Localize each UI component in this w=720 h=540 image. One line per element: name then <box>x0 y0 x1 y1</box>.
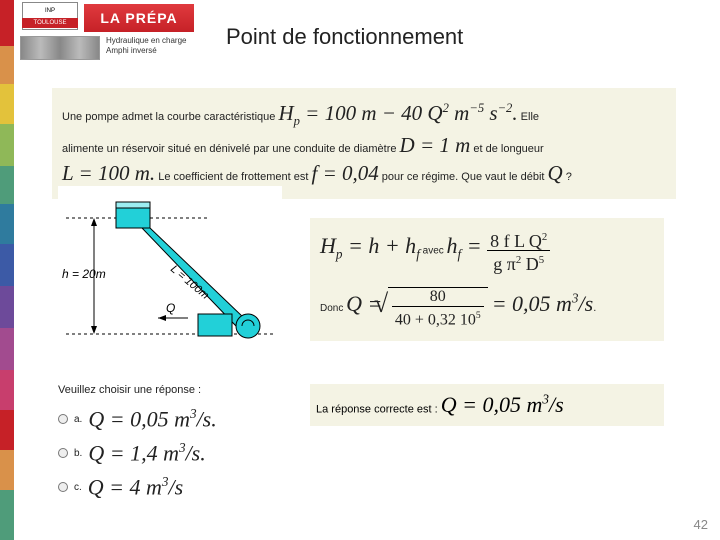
sub-line2: Amphi inversé <box>106 46 187 56</box>
choice-letter: b. <box>74 448 82 459</box>
choice-a-val: Q = 0,05 m3/s. <box>88 406 216 432</box>
choices: Veuillez choisir une réponse : a. Q = 0,… <box>58 384 318 504</box>
choice-b-val: Q = 1,4 m3/s. <box>88 440 205 466</box>
page-number: 42 <box>694 517 708 532</box>
subtitle: Hydraulique en charge Amphi inversé <box>106 36 187 56</box>
side-stripe <box>0 0 14 540</box>
logo-top: INP <box>45 8 55 14</box>
radio-icon[interactable] <box>58 482 68 492</box>
radio-icon[interactable] <box>58 448 68 458</box>
pipes-thumb <box>20 36 100 60</box>
choice-b[interactable]: b. Q = 1,4 m3/s. <box>58 436 318 470</box>
choice-c[interactable]: c. Q = 4 m3/s <box>58 470 318 504</box>
problem-box: Une pompe admet la courbe caractéristiqu… <box>52 88 676 199</box>
sub-line1: Hydraulique en charge <box>106 36 187 46</box>
svg-text:Q: Q <box>166 301 175 315</box>
solution-box: Hp = h + hf avec hf = 8 f L Q2g π2 D5Don… <box>310 218 664 341</box>
svg-text:h = 20m: h = 20m <box>62 267 106 281</box>
choice-letter: c. <box>74 482 82 493</box>
radio-icon[interactable] <box>58 414 68 424</box>
diagram-svg: h = 20m L = 100m Q <box>58 186 282 356</box>
choice-c-val: Q = 4 m3/s <box>88 474 183 500</box>
choice-letter: a. <box>74 414 82 425</box>
prepa-badge: LA PRÉPA <box>84 4 194 32</box>
diagram: h = 20m L = 100m Q <box>58 186 282 356</box>
choice-a[interactable]: a. Q = 0,05 m3/s. <box>58 402 318 436</box>
header: INP TOULOUSE LA PRÉPA Hydraulique en cha… <box>0 0 720 55</box>
logo-bottom: TOULOUSE <box>22 18 78 28</box>
page-title: Point de fonctionnement <box>226 24 463 50</box>
choice-prompt: Veuillez choisir une réponse : <box>58 384 318 396</box>
correct-box: La réponse correcte est : Q = 0,05 m3/s <box>310 384 664 426</box>
